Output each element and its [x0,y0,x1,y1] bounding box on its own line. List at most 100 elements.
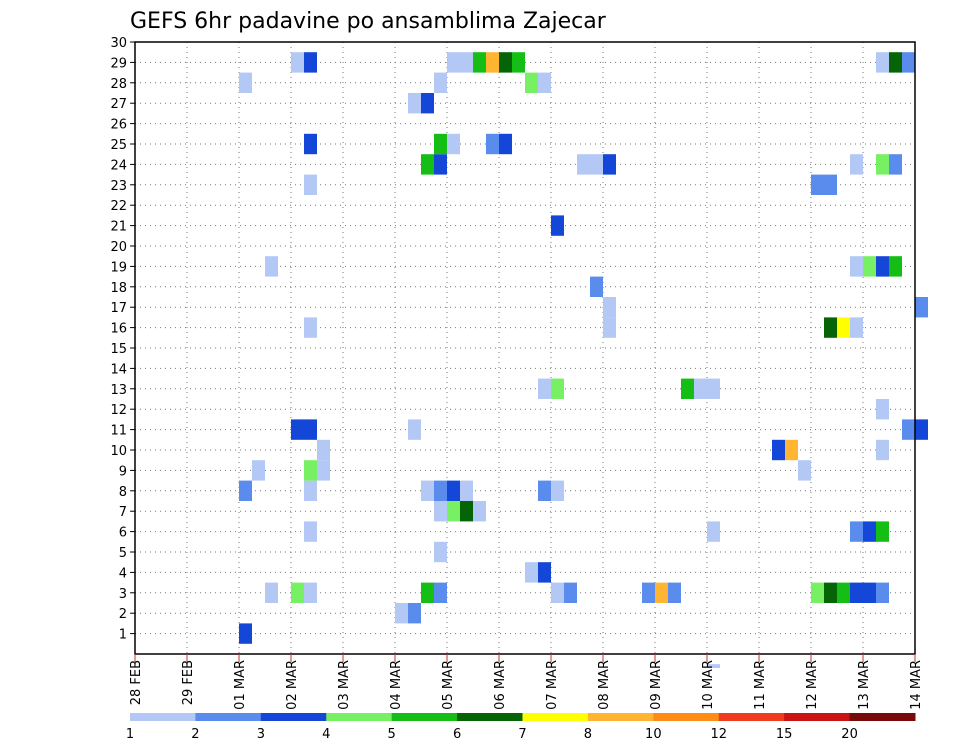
x-tick-label: 03 MAR [337,660,352,710]
precip-cell [395,603,408,624]
y-tick-label: 30 [110,36,127,51]
precip-cell [603,297,616,318]
precip-cell [473,52,486,73]
precip-cell [603,154,616,175]
precip-cell [798,460,811,481]
precip-cell [876,52,889,73]
x-axis: 28 FEB 29 FEB 01 MAR 02 MAR 03 MAR 04 MAR 05 M… [129,654,924,710]
precip-cell [876,521,889,542]
precip-cell [499,133,512,155]
precip-cell [551,215,564,236]
precip-cell [304,419,317,440]
y-tick-label: 18 [110,281,127,296]
legend-label: 15 [776,727,793,742]
precip-cell [642,582,655,603]
y-tick-label: 11 [110,424,127,439]
y-tick-label: 4 [119,566,127,581]
x-tick-label: 09 MAR [649,660,664,710]
precip-cell [538,480,551,501]
precip-cell [304,317,317,338]
precip-cell [434,501,447,522]
legend-color-swatch [457,713,523,721]
precip-cell [460,501,473,522]
precip-cell [824,317,837,338]
legend-color-swatch [587,713,654,721]
y-tick-label: 23 [110,179,127,194]
precip-cell [434,541,447,563]
precip-cell [863,521,876,542]
legend-color-swatch [195,713,262,721]
x-tick-label: 06 MAR [493,660,508,710]
y-tick-label: 9 [119,464,127,479]
y-tick-label: 6 [119,526,127,541]
y-tick-label: 28 [110,77,127,92]
precip-cell [824,582,837,603]
x-tick-label: 28 FEB [129,660,144,705]
precip-cell [590,154,603,175]
legend-label: 6 [453,727,461,742]
legend-color-swatch [849,713,916,721]
precip-cell [291,52,304,73]
precip-cell [564,582,577,603]
precip-cell [460,52,473,73]
precip-cell [772,439,785,461]
precip-cell [876,256,889,277]
precip-cell [850,256,863,277]
precip-cell [447,52,460,73]
legend-label: 1 [126,727,134,742]
legend-color-swatch [653,713,720,721]
precip-cell [603,317,616,338]
precip-cell [707,378,720,399]
precip-cell [408,419,421,440]
x-tick-label: 08 MAR [597,660,612,710]
precip-cell [447,133,460,155]
y-tick-label: 13 [110,383,127,398]
legend-label: 7 [518,727,526,742]
y-tick-label: 25 [110,138,127,153]
precip-cell [850,317,863,338]
y-tick-label: 24 [110,158,127,173]
y-tick-label: 16 [110,322,127,337]
y-tick-label: 26 [110,118,127,133]
precip-cell [317,460,330,481]
precip-cell [538,378,551,399]
y-tick-label: 27 [110,97,127,112]
y-axis: 1234567891011121314151617181920212223242… [110,36,135,643]
precip-cell [668,582,681,603]
y-tick-label: 10 [110,444,127,459]
precip-cell [434,72,447,93]
x-tick-label: 01 MAR [233,660,248,710]
precip-cell [876,399,889,420]
precip-cell [486,52,499,73]
legend-label: 2 [191,727,199,742]
precip-cell [850,582,863,603]
x-tick-label: 29 FEB [181,660,196,705]
precip-cell [304,52,317,73]
precip-cell [889,154,902,175]
precip-cell [694,378,707,399]
y-tick-label: 14 [110,362,127,377]
precip-cell [434,133,447,155]
precip-cell [239,480,252,501]
precip-cell [239,623,252,644]
precip-cell [304,133,317,155]
precip-cell [850,521,863,542]
precip-cell [239,72,252,93]
precip-cell [577,154,590,175]
y-tick-label: 8 [119,485,127,500]
legend-color-swatch [326,713,393,721]
precip-cell [824,174,837,195]
legend-color-swatch [391,713,458,721]
legend-color-swatch [522,713,589,721]
precip-cell [408,603,421,624]
y-tick-label: 3 [119,587,127,602]
precip-cell [265,582,278,603]
x-tick-label: 02 MAR [285,660,300,710]
precip-cell [421,93,434,114]
precip-cell [304,460,317,481]
y-tick-label: 1 [119,628,127,643]
legend-color-swatch [784,713,851,721]
y-tick-label: 2 [119,607,127,622]
precip-cell [447,480,460,501]
